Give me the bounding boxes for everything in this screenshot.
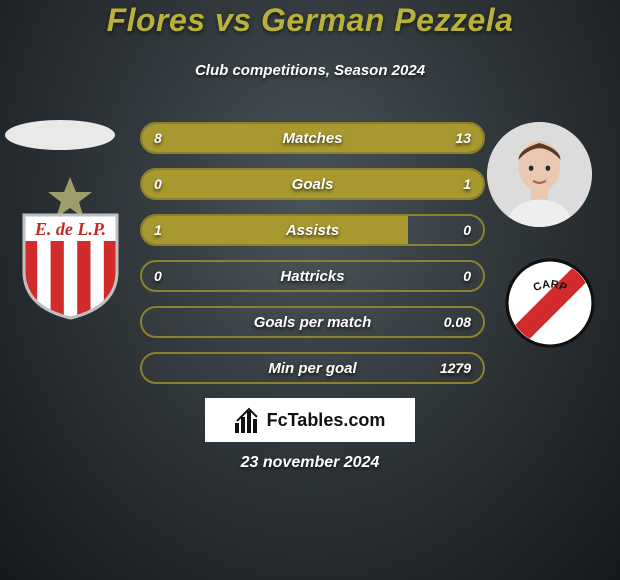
player2-club-crest: CARP (505, 258, 595, 348)
stat-row: Goals01 (140, 168, 485, 200)
stat-row: Min per goal1279 (140, 352, 485, 384)
stat-fill-right (272, 124, 483, 152)
date-text: 23 november 2024 (0, 454, 620, 472)
stat-fill-left (142, 216, 408, 244)
stat-label: Goals per match (142, 308, 483, 336)
player1-club-crest: E. de L.P. (18, 175, 123, 320)
stat-value-left: 0 (154, 262, 162, 290)
stats-panel: Matches813Goals01Assists10Hattricks00Goa… (140, 122, 485, 398)
fctables-text: FcTables.com (267, 410, 386, 431)
stat-value-right: 0 (463, 262, 471, 290)
fctables-logo-icon (235, 407, 261, 433)
svg-text:E. de L.P.: E. de L.P. (34, 219, 106, 239)
player1-avatar (5, 120, 115, 150)
player2-avatar (487, 122, 592, 227)
stat-value-right: 0 (463, 216, 471, 244)
stat-row: Assists10 (140, 214, 485, 246)
stat-fill-right (193, 170, 483, 198)
page-title: Flores vs German Pezzela (0, 2, 620, 39)
stat-label: Hattricks (142, 262, 483, 290)
stat-fill-left (142, 170, 193, 198)
stat-value-right: 1279 (440, 354, 471, 382)
stat-row: Hattricks0 0 (140, 260, 485, 292)
fctables-badge[interactable]: FcTables.com (205, 398, 415, 442)
stat-fill-left (142, 124, 272, 152)
stat-label: Min per goal (142, 354, 483, 382)
page-subtitle: Club competitions, Season 2024 (0, 62, 620, 79)
stat-value-right: 0.08 (444, 308, 471, 336)
stat-row: Goals per match0.08 (140, 306, 485, 338)
stat-row: Matches813 (140, 122, 485, 154)
